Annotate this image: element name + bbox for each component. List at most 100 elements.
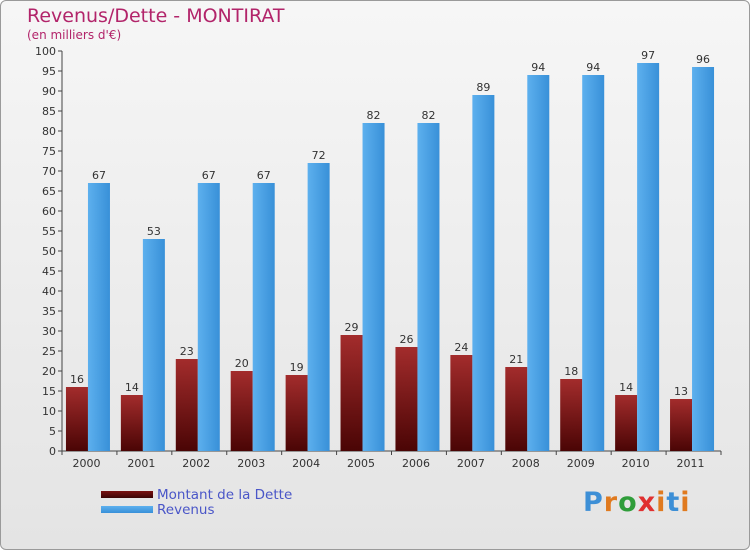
x-tick-label: 2003 xyxy=(237,457,265,470)
bar-dette-2010 xyxy=(615,395,638,451)
bar-revenus-2000 xyxy=(87,183,110,451)
chart-bars xyxy=(65,63,715,451)
x-tick-label: 2005 xyxy=(347,457,375,470)
logo-letter: i xyxy=(656,487,667,518)
bar-revenus-2005 xyxy=(362,123,385,451)
y-tick-label: 95 xyxy=(42,65,56,78)
bar-revenus-2007 xyxy=(472,95,495,451)
value-label-dette-2010: 14 xyxy=(619,381,633,394)
y-tick-label: 60 xyxy=(42,205,56,218)
bar-revenus-2006 xyxy=(417,123,440,451)
logo-letter: t xyxy=(666,487,681,518)
value-label-revenus-2001: 53 xyxy=(147,225,161,238)
x-tick-label: 2011 xyxy=(677,457,705,470)
bar-revenus-2002 xyxy=(197,183,220,451)
value-label-revenus-2006: 82 xyxy=(421,109,435,122)
logo-letter: x xyxy=(637,487,657,518)
bar-revenus-2003 xyxy=(252,183,275,451)
bar-revenus-2001 xyxy=(142,239,165,451)
bar-dette-2009 xyxy=(560,379,583,451)
bar-revenus-2010 xyxy=(637,63,660,451)
value-label-dette-2008: 21 xyxy=(509,353,523,366)
bar-dette-2011 xyxy=(670,399,693,451)
legend-label-revenus: Revenus xyxy=(157,502,215,518)
bar-dette-2008 xyxy=(505,367,528,451)
value-label-revenus-2002: 67 xyxy=(202,169,216,182)
y-tick-label: 5 xyxy=(49,425,56,438)
y-tick-label: 85 xyxy=(42,105,56,118)
y-tick-label: 100 xyxy=(35,45,56,58)
logo-letter: P xyxy=(583,487,604,518)
legend-swatch-dette xyxy=(101,491,153,498)
chart-value-labels: 16 67 14 53 23 67 20 67 19 72 29 82 26 82 24 89 21 94 18 94… xyxy=(70,49,710,398)
value-label-dette-2001: 14 xyxy=(125,381,139,394)
y-tick-label: 50 xyxy=(42,245,56,258)
x-tick-label: 2004 xyxy=(292,457,320,470)
value-label-revenus-2004: 72 xyxy=(312,149,326,162)
y-tick-label: 90 xyxy=(42,85,56,98)
y-tick-label: 45 xyxy=(42,265,56,278)
value-label-dette-2005: 29 xyxy=(345,321,359,334)
bar-revenus-2009 xyxy=(582,75,605,451)
bar-dette-2007 xyxy=(450,355,473,451)
bar-revenus-2008 xyxy=(527,75,550,451)
bar-revenus-2004 xyxy=(307,163,330,451)
value-label-revenus-2009: 94 xyxy=(586,61,600,74)
y-tick-label: 30 xyxy=(42,325,56,338)
logo-letter: o xyxy=(618,487,638,518)
bar-dette-2003 xyxy=(230,371,253,451)
chart-subtitle: (en milliers d'€) xyxy=(27,28,122,42)
x-tick-label: 2002 xyxy=(182,457,210,470)
value-label-dette-2004: 19 xyxy=(290,361,304,374)
value-label-revenus-2008: 94 xyxy=(531,61,545,74)
bar-dette-2006 xyxy=(395,347,418,451)
value-label-revenus-2007: 89 xyxy=(476,81,490,94)
value-label-revenus-2011: 96 xyxy=(696,53,710,66)
bar-dette-2004 xyxy=(285,375,308,451)
y-tick-label: 20 xyxy=(42,365,56,378)
x-tick-label: 2001 xyxy=(127,457,155,470)
y-tick-label: 40 xyxy=(42,285,56,298)
bar-dette-2002 xyxy=(175,359,198,451)
y-tick-label: 55 xyxy=(42,225,56,238)
x-tick-label: 2010 xyxy=(622,457,650,470)
x-tick-label: 2007 xyxy=(457,457,485,470)
x-tick-label: 2009 xyxy=(567,457,595,470)
bar-dette-2001 xyxy=(120,395,143,451)
y-tick-label: 0 xyxy=(49,445,56,458)
value-label-dette-2006: 26 xyxy=(399,333,413,346)
bar-revenus-2011 xyxy=(692,67,715,451)
y-tick-label: 65 xyxy=(42,185,56,198)
y-tick-label: 25 xyxy=(42,345,56,358)
y-tick-label: 10 xyxy=(42,405,56,418)
value-label-dette-2009: 18 xyxy=(564,365,578,378)
chart-title: Revenus/Dette - MONTIRAT xyxy=(27,5,285,27)
y-tick-label: 80 xyxy=(42,125,56,138)
value-label-dette-2007: 24 xyxy=(454,341,468,354)
legend-label-dette: Montant de la Dette xyxy=(157,487,293,503)
legend-swatch-revenus xyxy=(101,506,153,513)
value-label-revenus-2010: 97 xyxy=(641,49,655,62)
value-label-revenus-2003: 67 xyxy=(257,169,271,182)
logo-letter: r xyxy=(603,487,619,518)
x-tick-label: 2008 xyxy=(512,457,540,470)
y-tick-label: 70 xyxy=(42,165,56,178)
value-label-dette-2003: 20 xyxy=(235,357,249,370)
y-tick-label: 15 xyxy=(42,385,56,398)
x-tick-label: 2000 xyxy=(72,457,100,470)
value-label-revenus-2000: 67 xyxy=(92,169,106,182)
bar-dette-2000 xyxy=(65,387,88,451)
y-tick-label: 35 xyxy=(42,305,56,318)
value-label-dette-2011: 13 xyxy=(674,385,688,398)
value-label-dette-2000: 16 xyxy=(70,373,84,386)
value-label-revenus-2005: 82 xyxy=(367,109,381,122)
logo-letter: i xyxy=(680,487,691,518)
proxiti-logo: Proxiti xyxy=(583,487,691,518)
x-tick-label: 2006 xyxy=(402,457,430,470)
value-label-dette-2002: 23 xyxy=(180,345,194,358)
chart-axes: 0 5 10 15 20 25 30 35 40 45 50 55 60 65 70 75 80 85 90 95 10… xyxy=(35,45,722,470)
y-tick-label: 75 xyxy=(42,145,56,158)
bar-dette-2005 xyxy=(340,335,363,451)
